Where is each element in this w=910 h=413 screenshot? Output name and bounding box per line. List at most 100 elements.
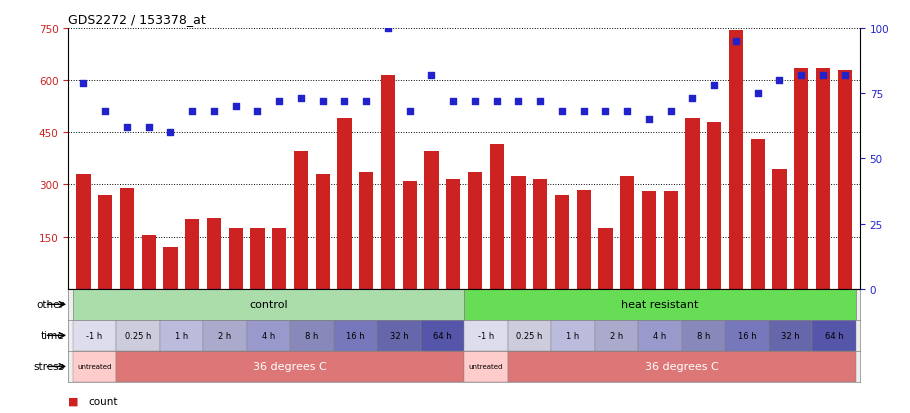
Bar <box>164 247 177 289</box>
Bar <box>577 190 591 289</box>
Text: 16 h: 16 h <box>737 331 756 340</box>
Point <box>511 98 526 105</box>
Bar <box>207 218 221 289</box>
Bar <box>464 289 855 320</box>
Point <box>815 72 830 79</box>
Point <box>185 109 199 116</box>
Point <box>663 109 678 116</box>
Text: stress: stress <box>33 361 65 372</box>
Bar <box>508 320 551 351</box>
Bar <box>316 175 329 289</box>
Text: count: count <box>88 396 117 406</box>
Text: 32 h: 32 h <box>389 331 409 340</box>
Bar <box>685 119 700 289</box>
Text: 8 h: 8 h <box>305 331 318 340</box>
Bar <box>359 173 373 289</box>
Point <box>620 109 634 116</box>
Bar <box>116 320 159 351</box>
Point <box>837 72 852 79</box>
Bar <box>73 289 464 320</box>
Bar <box>594 320 638 351</box>
Point <box>533 98 548 105</box>
Bar <box>402 182 417 289</box>
Bar <box>377 320 420 351</box>
Point <box>729 38 743 45</box>
Point <box>359 98 373 105</box>
Bar <box>533 180 547 289</box>
Bar <box>73 320 116 351</box>
Bar <box>682 320 725 351</box>
Bar <box>247 320 290 351</box>
Bar <box>725 320 769 351</box>
Text: 64 h: 64 h <box>433 331 451 340</box>
Bar <box>490 145 504 289</box>
Point <box>424 72 439 79</box>
Bar <box>290 320 334 351</box>
Point <box>228 104 243 110</box>
Point <box>446 98 460 105</box>
Point <box>250 109 265 116</box>
Text: 32 h: 32 h <box>781 331 800 340</box>
Point <box>207 109 221 116</box>
Point <box>380 26 395 32</box>
Bar <box>98 195 112 289</box>
Text: 0.25 h: 0.25 h <box>125 331 151 340</box>
Point <box>120 124 135 131</box>
Text: -1 h: -1 h <box>478 331 494 340</box>
Point <box>685 96 700 102</box>
Bar <box>120 188 134 289</box>
Bar <box>464 351 508 382</box>
Point <box>272 98 287 105</box>
Bar <box>599 228 612 289</box>
Bar <box>76 175 90 289</box>
Bar <box>420 320 464 351</box>
Bar <box>769 320 812 351</box>
Point <box>773 78 787 84</box>
Bar <box>203 320 247 351</box>
Text: GDS2272 / 153378_at: GDS2272 / 153378_at <box>68 13 206 26</box>
Bar <box>334 320 377 351</box>
Bar <box>638 320 682 351</box>
Point <box>141 124 156 131</box>
Point <box>555 109 570 116</box>
Bar <box>464 320 508 351</box>
Text: untreated: untreated <box>77 363 112 370</box>
Point <box>402 109 417 116</box>
Bar <box>642 192 656 289</box>
Point <box>163 130 177 136</box>
Bar <box>228 228 243 289</box>
Bar <box>185 220 199 289</box>
Point <box>316 98 330 105</box>
Text: 1 h: 1 h <box>566 331 580 340</box>
Text: -1 h: -1 h <box>86 331 103 340</box>
Point <box>598 109 612 116</box>
Bar <box>250 228 265 289</box>
Bar <box>663 192 678 289</box>
Text: 36 degrees C: 36 degrees C <box>253 361 327 372</box>
Text: 64 h: 64 h <box>824 331 844 340</box>
Bar <box>729 31 743 289</box>
Bar <box>508 351 855 382</box>
Bar <box>468 173 482 289</box>
Point <box>468 98 482 105</box>
Bar <box>511 176 526 289</box>
Bar <box>381 76 395 289</box>
Bar <box>446 180 460 289</box>
Text: 36 degrees C: 36 degrees C <box>644 361 719 372</box>
Bar <box>294 152 308 289</box>
Text: 16 h: 16 h <box>346 331 365 340</box>
Text: 1 h: 1 h <box>175 331 188 340</box>
Text: untreated: untreated <box>469 363 503 370</box>
Bar <box>555 195 569 289</box>
Point <box>294 96 308 102</box>
Bar <box>116 351 464 382</box>
Text: time: time <box>41 330 65 341</box>
Point <box>98 109 113 116</box>
Point <box>576 109 591 116</box>
Bar <box>73 351 116 382</box>
Text: ■: ■ <box>68 396 79 406</box>
Text: control: control <box>249 299 288 310</box>
Bar <box>142 235 156 289</box>
Text: 2 h: 2 h <box>218 331 231 340</box>
Point <box>707 83 722 90</box>
